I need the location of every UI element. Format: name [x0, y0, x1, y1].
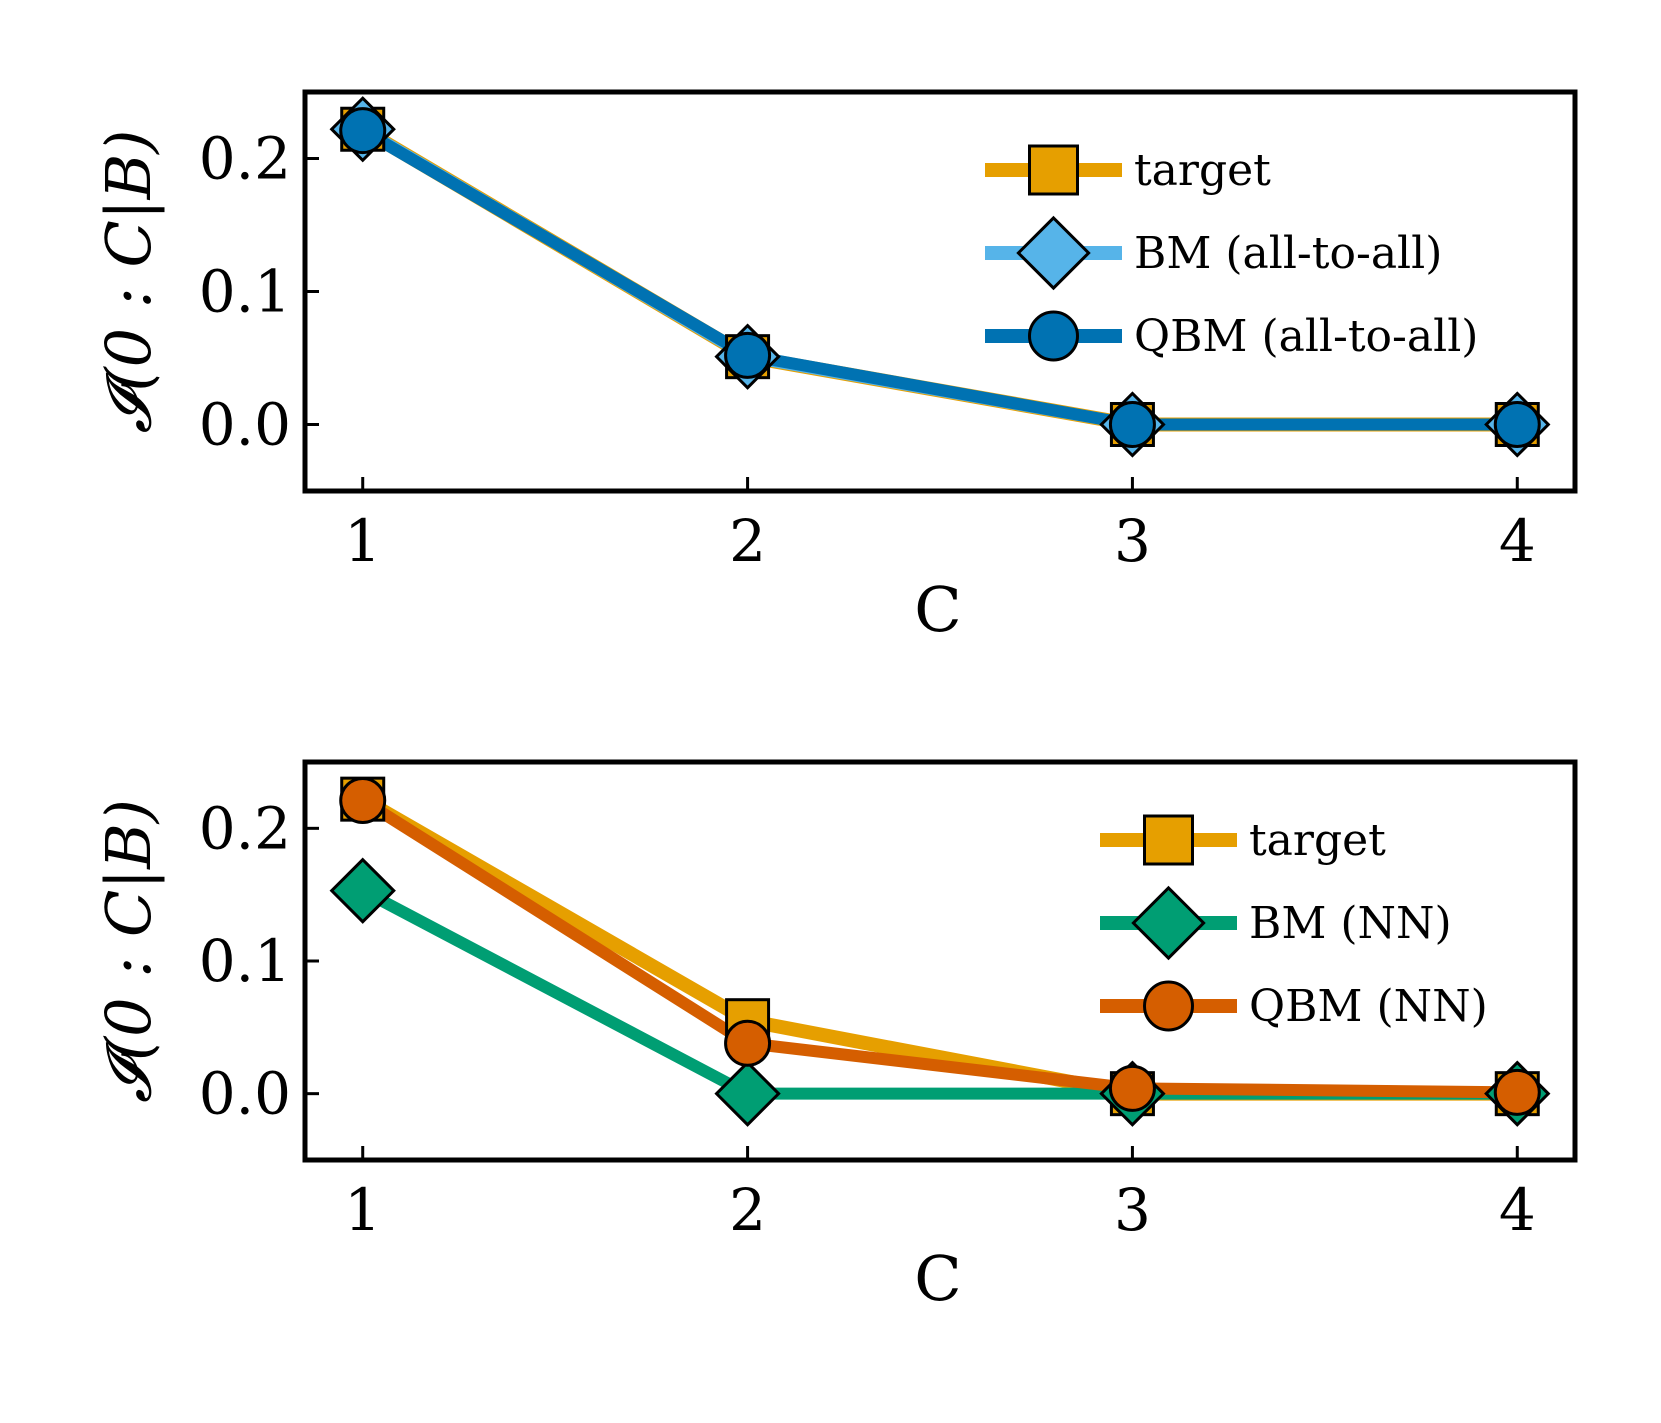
x-axis-label: C [914, 573, 961, 646]
legend-marker-diamond [1131, 885, 1206, 961]
legend-marker-square [1143, 814, 1194, 866]
x-tick-label: 1 [344, 507, 381, 575]
data-point-circle [1108, 1064, 1156, 1112]
y-tick-label: 0.1 [199, 927, 291, 995]
chart-panel-1: 1 2 3 4 0.0 0.1 0.2 C 𝓘(0 : C|B) target BM (all-to… [92, 89, 1578, 646]
data-point-diamond [329, 857, 396, 924]
plot-frame [302, 89, 1578, 494]
data-point-circle [1493, 1068, 1541, 1116]
legend-marker-diamond [1016, 215, 1091, 291]
data-point-circle [724, 1019, 772, 1067]
legend-marker-circle [1143, 980, 1194, 1032]
legend-label: BM (NN) [1249, 898, 1452, 949]
plot-frame [302, 759, 1578, 1163]
x-tick-label: 4 [1499, 1176, 1536, 1244]
chart-panel-2: 1 2 3 4 0.0 0.1 0.2 C 𝓘(0 : C|B) target BM (NN) QBM… [92, 759, 1578, 1315]
x-tick-label: 3 [1114, 507, 1151, 575]
data-point-circle [724, 331, 772, 379]
x-tick-label: 1 [344, 1176, 381, 1244]
data-point-circle [1108, 401, 1156, 448]
y-axis-label: 𝓘(0 : C|B) [92, 799, 165, 1103]
legend: target BM (all-to-all) QBM (all-to-all) [985, 144, 1478, 362]
legend-label: BM (all-to-all) [1134, 228, 1442, 279]
legend-label: target [1134, 145, 1271, 196]
x-tick-label: 3 [1114, 1176, 1151, 1244]
series-line-qbm-nn- [359, 795, 1518, 1099]
y-tick-label: 0.0 [199, 1060, 291, 1128]
legend: target BM (NN) QBM (NN) [1100, 814, 1488, 1032]
x-tick-label: 2 [729, 1176, 766, 1244]
data-point-circle [339, 776, 387, 824]
y-tick-label: 0.0 [199, 391, 291, 459]
y-axis-label: 𝓘(0 : C|B) [92, 130, 165, 434]
legend-label: target [1249, 815, 1386, 866]
x-tick-label: 4 [1499, 507, 1536, 575]
x-axis-label: C [914, 1242, 961, 1315]
legend-label: QBM (NN) [1249, 981, 1488, 1032]
data-point-circle [339, 107, 387, 155]
series-line-qbm-all-to-all- [359, 125, 1518, 431]
legend-marker-circle [1028, 310, 1079, 362]
data-point-diamond [714, 1060, 781, 1127]
legend-label: QBM (all-to-all) [1134, 311, 1478, 362]
x-tick-label: 2 [729, 507, 766, 575]
data-point-circle [1493, 401, 1541, 448]
legend-marker-square [1028, 144, 1079, 196]
y-tick-label: 0.2 [199, 794, 291, 862]
y-tick-label: 0.2 [199, 125, 291, 193]
y-tick-label: 0.1 [199, 258, 291, 326]
